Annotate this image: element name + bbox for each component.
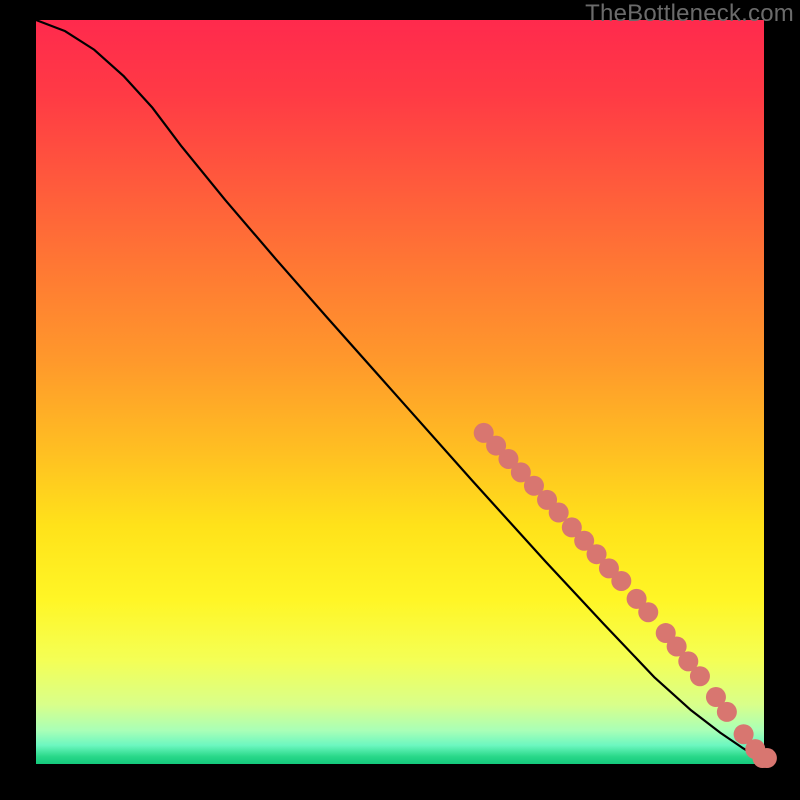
data-point bbox=[757, 748, 777, 768]
data-point bbox=[638, 602, 658, 622]
watermark-text: TheBottleneck.com bbox=[585, 0, 794, 28]
bottleneck-chart bbox=[0, 0, 800, 800]
data-point bbox=[717, 702, 737, 722]
chart-stage: TheBottleneck.com bbox=[0, 0, 800, 800]
plot-background bbox=[36, 20, 764, 764]
data-point bbox=[611, 571, 631, 591]
data-point bbox=[690, 666, 710, 686]
